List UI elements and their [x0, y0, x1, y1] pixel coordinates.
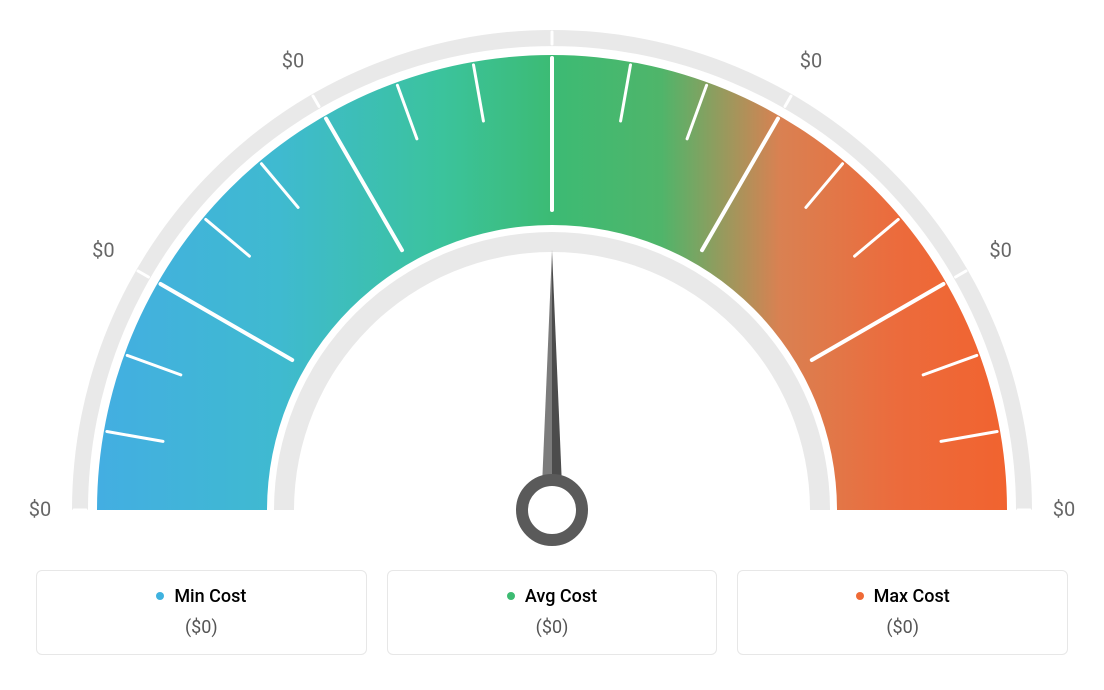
gauge-area: $0 $0 $0 $0 $0 $0 $0 [0, 0, 1104, 570]
gauge-tick-label: $0 [989, 238, 1011, 262]
cost-gauge-widget: $0 $0 $0 $0 $0 $0 $0 Min Cost ($0) Avg Cost ($… [0, 0, 1104, 690]
legend-value-avg: ($0) [398, 617, 707, 638]
gauge-tick-label: $0 [92, 238, 114, 262]
legend-value-min: ($0) [47, 617, 356, 638]
legend-value-max: ($0) [748, 617, 1057, 638]
gauge-tick-label: $0 [541, 0, 563, 3]
gauge-tick-label: $0 [29, 497, 51, 521]
legend-card-avg: Avg Cost ($0) [387, 570, 718, 655]
legend-label-avg: Avg Cost [525, 586, 597, 607]
legend-dot-max [856, 592, 864, 600]
gauge-svg: $0 $0 $0 $0 $0 $0 $0 [0, 0, 1104, 570]
legend-title-max: Max Cost [856, 586, 950, 607]
legend-card-min: Min Cost ($0) [36, 570, 367, 655]
gauge-tick-label: $0 [1053, 497, 1075, 521]
legend-title-avg: Avg Cost [507, 586, 597, 607]
legend-card-max: Max Cost ($0) [737, 570, 1068, 655]
legend-title-min: Min Cost [156, 586, 246, 607]
legend-dot-avg [507, 592, 515, 600]
legend-label-min: Min Cost [174, 586, 246, 607]
legend-label-max: Max Cost [874, 586, 950, 607]
legend-dot-min [156, 592, 164, 600]
gauge-tick-label: $0 [800, 48, 822, 72]
gauge-tick-label: $0 [282, 48, 304, 72]
legend-row: Min Cost ($0) Avg Cost ($0) Max Cost ($0… [0, 570, 1104, 655]
